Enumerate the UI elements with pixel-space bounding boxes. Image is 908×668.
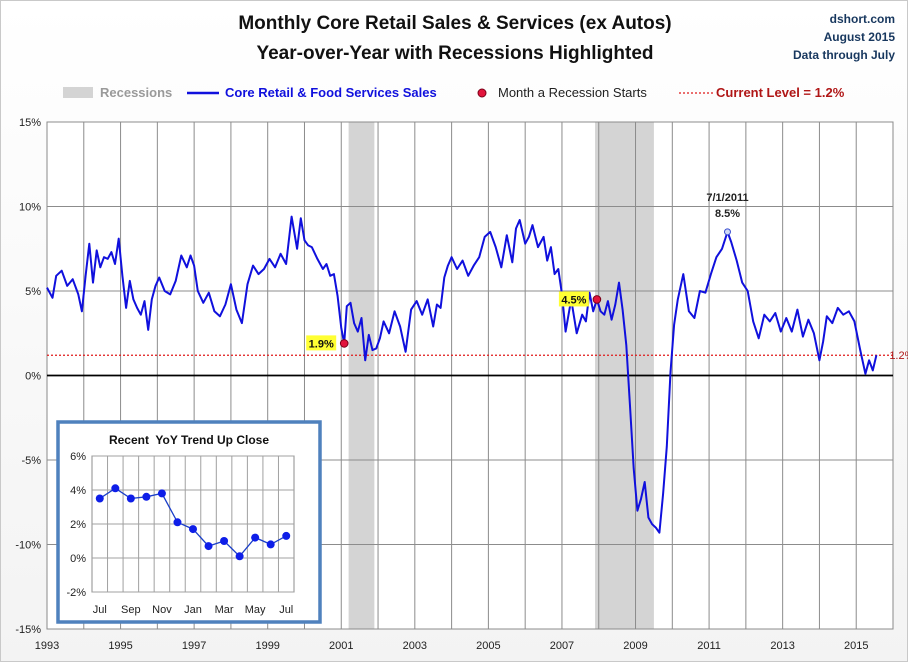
legend-series-label: Core Retail & Food Services Sales <box>225 85 437 100</box>
x-tick-label: 1999 <box>255 640 279 652</box>
inset-x-tick-label: Jul <box>93 604 107 616</box>
x-tick-label: 2011 <box>697 640 721 652</box>
recession-start-marker <box>592 295 602 304</box>
inset-data-point <box>111 484 120 493</box>
annotation-highlight <box>306 335 337 351</box>
inset-y-tick-label: 2% <box>70 519 86 531</box>
y-tick-label: 5% <box>25 286 41 298</box>
source-site: dshort.com <box>830 12 895 26</box>
x-tick-label: 1993 <box>35 640 59 652</box>
inset-y-tick-label: 6% <box>70 451 86 463</box>
inset-data-point <box>142 492 151 501</box>
inset-data-point <box>157 489 166 498</box>
inset-x-tick-label: Jan <box>184 604 202 616</box>
y-tick-label: 15% <box>19 117 41 129</box>
annotation-highlight <box>558 291 589 307</box>
x-tick-label: 2001 <box>329 640 353 652</box>
inset-title: Recent YoY Trend Up Close <box>109 433 269 447</box>
recession-start-value-label: 1.9% <box>309 338 334 350</box>
inset-x-tick-label: Mar <box>215 604 234 616</box>
current-level-label: 1.2% <box>889 350 908 362</box>
inset-x-tick-label: May <box>245 604 266 616</box>
x-tick-label: 1997 <box>182 640 206 652</box>
legend-current-label: Current Level = 1.2% <box>716 85 845 100</box>
inset-data-point <box>220 537 229 545</box>
inset-x-tick-label: Sep <box>121 604 141 616</box>
x-tick-label: 2013 <box>770 640 794 652</box>
legend: Recessions Core Retail & Food Services S… <box>63 85 845 100</box>
inset-data-point <box>282 531 291 540</box>
y-tick-label: -15% <box>15 624 41 636</box>
inset-data-point <box>173 518 182 527</box>
series-line <box>46 215 878 534</box>
source-through: Data through July <box>793 48 895 62</box>
legend-recession-swatch <box>63 87 93 98</box>
series-layer <box>46 215 878 534</box>
inset-chart: Recent YoY Trend Up Close 6% 4% 2% 0% -2% Jul… <box>56 420 322 624</box>
recession-start-marker <box>339 339 349 348</box>
peak-date-label: 7/1/2011 <box>706 192 748 204</box>
peak-marker <box>723 228 731 236</box>
inset-data-point <box>251 533 260 542</box>
inset-y-tick-label: 4% <box>70 485 86 497</box>
axes: 15% 10% 5% 0% -5% -10% -15% 1993 1995 1997 1999 200… <box>15 117 893 652</box>
recession-start-value-label: 4.5% <box>561 294 586 306</box>
annotations: 1.2% 1.9% 4.5% 7/1/2011 8.5% <box>306 192 908 362</box>
x-tick-label: 1995 <box>108 640 132 652</box>
chart-subtitle: Year-over-Year with Recessions Highlight… <box>256 43 653 64</box>
inset-data-point <box>126 494 135 503</box>
legend-recession-start-label: Month a Recession Starts <box>498 85 647 100</box>
chart-title: Monthly Core Retail Sales & Services (ex… <box>238 13 671 34</box>
inset-x-tick-label: Jul <box>279 604 293 616</box>
inset-data-point <box>95 494 104 503</box>
inset-plot: 6% 4% 2% 0% -2% Jul Sep Nov Jan Mar May Jul <box>66 451 295 616</box>
x-tick-label: 2003 <box>403 640 427 652</box>
peak-value-label: 8.5% <box>715 208 740 220</box>
legend-recession-start-marker <box>477 88 487 98</box>
x-tick-label: 2015 <box>844 640 868 652</box>
y-tick-label: 0% <box>25 371 41 383</box>
inset-y-tick-label: -2% <box>66 587 86 599</box>
x-tick-label: 2009 <box>623 640 647 652</box>
x-tick-label: 2007 <box>550 640 574 652</box>
inset-data-point <box>189 525 197 534</box>
y-tick-label: -10% <box>15 540 41 552</box>
inset-data-point <box>235 552 244 561</box>
source-date: August 2015 <box>824 30 896 44</box>
inset-y-tick-label: 0% <box>70 553 86 565</box>
y-tick-label: -5% <box>21 455 41 467</box>
x-tick-label: 2005 <box>476 640 500 652</box>
inset-data-point <box>204 542 213 551</box>
y-tick-label: 10% <box>19 202 41 214</box>
legend-recessions-label: Recessions <box>100 85 172 100</box>
inset-data-point <box>266 540 275 549</box>
inset-x-tick-label: Nov <box>152 604 172 616</box>
